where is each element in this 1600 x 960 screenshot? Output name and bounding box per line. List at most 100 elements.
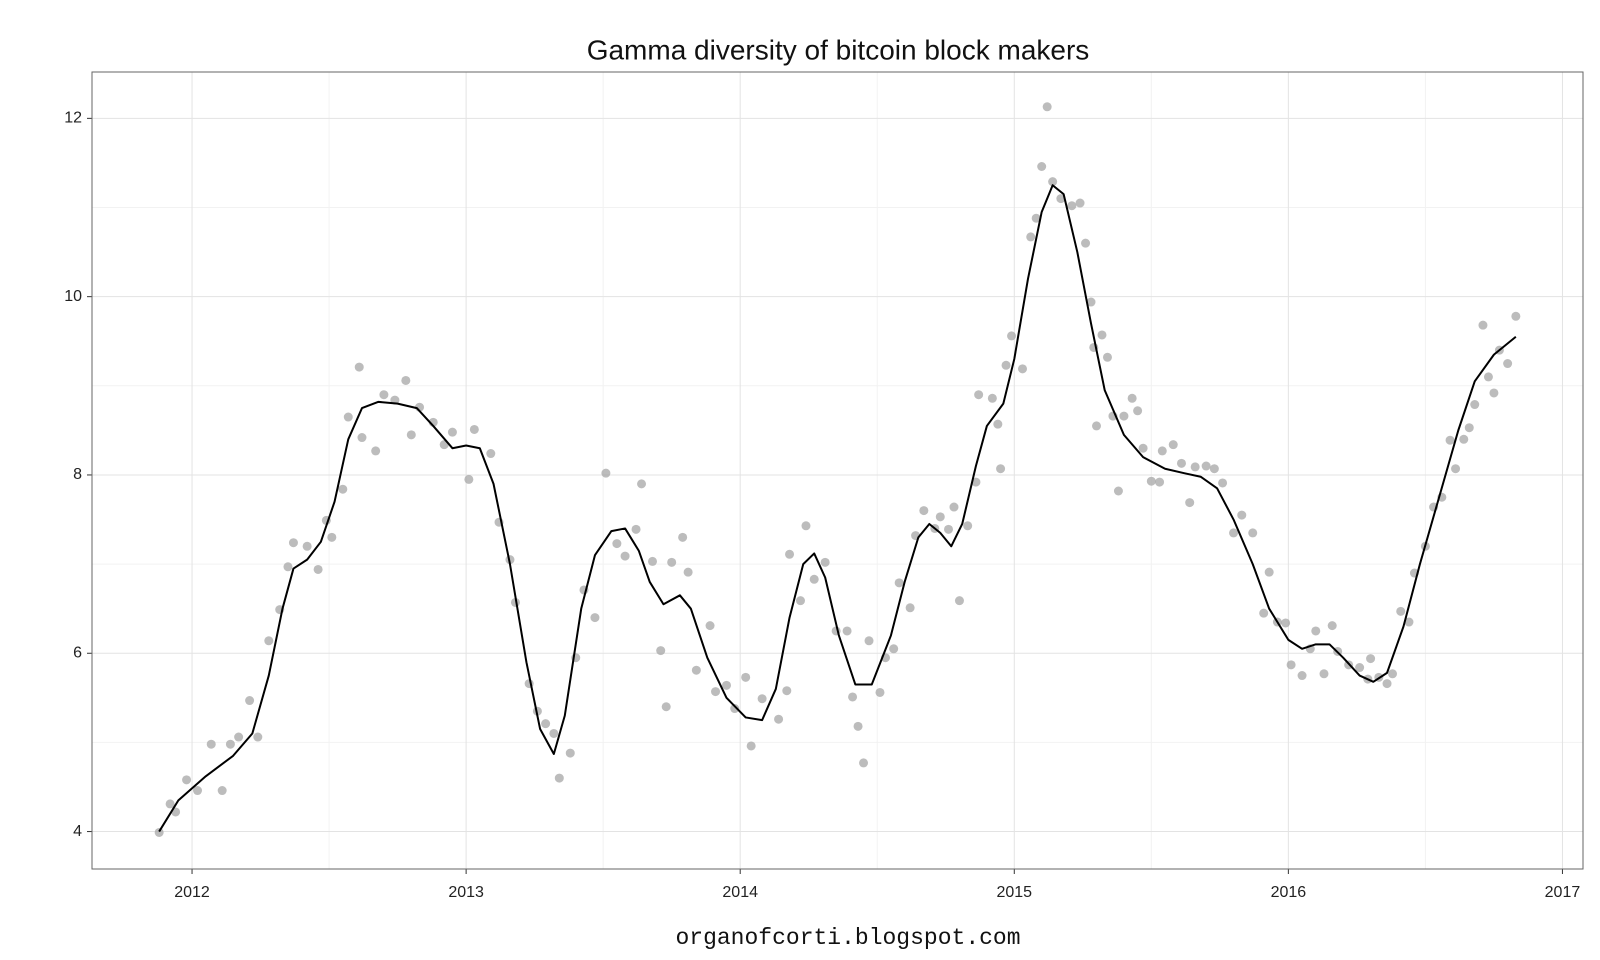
data-point — [354, 362, 364, 372]
data-point — [1138, 443, 1148, 453]
data-point — [1157, 446, 1167, 456]
data-point — [612, 539, 622, 549]
data-point — [1464, 423, 1474, 433]
data-point — [371, 446, 381, 456]
data-point — [1018, 364, 1028, 374]
x-tick-label: 2013 — [448, 884, 484, 901]
data-point — [486, 449, 496, 459]
data-point — [165, 799, 175, 809]
data-point — [889, 644, 899, 654]
data-point — [987, 393, 997, 403]
data-point — [1327, 621, 1337, 631]
data-point — [1209, 464, 1219, 474]
data-point — [1097, 330, 1107, 340]
data-point — [1067, 201, 1077, 211]
data-point — [1075, 198, 1085, 208]
data-point — [1185, 498, 1195, 508]
data-point — [1218, 478, 1228, 488]
data-point — [554, 773, 564, 783]
data-point — [721, 680, 731, 690]
data-point — [746, 741, 756, 751]
data-point — [667, 557, 677, 567]
data-point — [288, 538, 298, 548]
data-point — [182, 775, 192, 785]
data-point — [809, 574, 819, 584]
data-point — [661, 702, 671, 712]
x-tick-label: 2015 — [996, 884, 1032, 901]
data-point — [245, 696, 255, 706]
data-point — [1319, 669, 1329, 679]
data-point — [154, 827, 164, 837]
data-point — [313, 564, 323, 574]
data-point — [1176, 458, 1186, 468]
data-point — [1264, 567, 1274, 577]
data-point — [1489, 388, 1499, 398]
data-point — [864, 636, 874, 646]
data-point — [1086, 297, 1096, 307]
y-tick-label: 6 — [73, 644, 82, 661]
data-point — [1311, 626, 1321, 636]
data-point — [302, 541, 312, 551]
data-point — [954, 596, 964, 606]
data-point — [217, 786, 227, 796]
data-point — [541, 719, 551, 729]
data-point — [1286, 660, 1296, 670]
x-tick-label: 2016 — [1271, 884, 1307, 901]
footer: organofcorti.blogspot.com — [675, 925, 1020, 951]
data-point — [1478, 320, 1488, 330]
data-point — [1388, 669, 1398, 679]
data-point — [730, 704, 740, 714]
data-point — [283, 562, 293, 572]
data-point — [193, 786, 203, 796]
data-point — [842, 626, 852, 636]
data-point — [944, 524, 954, 534]
chart-title: Gamma diversity of bitcoin block makers — [587, 34, 1090, 65]
data-point — [795, 596, 805, 606]
data-point — [1007, 331, 1017, 341]
data-point — [656, 646, 666, 656]
data-point — [678, 532, 688, 542]
data-point — [859, 758, 869, 768]
data-point — [1366, 654, 1376, 664]
plot-border — [91, 71, 1584, 870]
data-point — [549, 728, 559, 738]
data-point — [905, 603, 915, 613]
y-tick-label: 10 — [64, 288, 82, 305]
smooth-line — [158, 184, 1517, 833]
data-point — [447, 427, 457, 437]
data-point — [1190, 462, 1200, 472]
data-point — [1355, 663, 1365, 673]
data-point — [1445, 435, 1455, 445]
data-point — [406, 430, 416, 440]
y-tick-label: 8 — [73, 466, 82, 483]
data-point — [974, 390, 984, 400]
data-point — [1133, 406, 1143, 416]
data-point — [1396, 606, 1406, 616]
data-point — [691, 665, 701, 675]
data-point — [1281, 618, 1291, 628]
plot-background — [92, 72, 1583, 869]
data-point — [1026, 232, 1036, 242]
data-point — [1483, 372, 1493, 382]
data-point — [683, 567, 693, 577]
data-point — [782, 686, 792, 696]
data-point — [1155, 477, 1165, 487]
data-point — [565, 748, 575, 758]
data-point — [647, 556, 657, 566]
x-tick-label: 2012 — [174, 884, 210, 901]
data-point — [949, 502, 959, 512]
data-point — [853, 721, 863, 731]
data-point — [206, 739, 216, 749]
data-point — [1382, 679, 1392, 689]
data-point — [357, 433, 367, 443]
data-point — [1092, 421, 1102, 431]
data-point — [705, 621, 715, 631]
data-point — [338, 484, 348, 494]
data-point — [993, 419, 1003, 429]
data-point — [379, 390, 389, 400]
data-point — [1470, 400, 1480, 410]
data-point — [1001, 360, 1011, 370]
data-point — [1146, 476, 1156, 486]
data-point — [1511, 311, 1521, 321]
x-tick-label: 2014 — [722, 884, 758, 901]
